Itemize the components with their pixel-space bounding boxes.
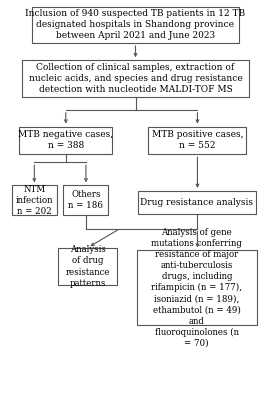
FancyBboxPatch shape [137, 250, 257, 325]
Text: Others
n = 186: Others n = 186 [68, 190, 103, 210]
Text: NTM
infection
n = 202: NTM infection n = 202 [15, 184, 53, 216]
FancyBboxPatch shape [58, 248, 117, 286]
Text: MTB positive cases,
n = 552: MTB positive cases, n = 552 [152, 130, 243, 150]
FancyBboxPatch shape [63, 185, 108, 215]
FancyBboxPatch shape [12, 185, 57, 215]
FancyBboxPatch shape [149, 126, 247, 154]
Text: Analysis of gene
mutations conferring
resistance of major
anti-tuberculosis
drug: Analysis of gene mutations conferring re… [151, 228, 242, 348]
FancyBboxPatch shape [19, 126, 112, 154]
FancyBboxPatch shape [32, 6, 239, 43]
FancyBboxPatch shape [138, 191, 256, 214]
Text: Collection of clinical samples, extraction of
nucleic acids, and species and dru: Collection of clinical samples, extracti… [29, 63, 242, 94]
Text: Drug resistance analysis: Drug resistance analysis [140, 198, 253, 207]
Text: MTB negative cases,
n = 388: MTB negative cases, n = 388 [18, 130, 113, 150]
Text: Analysis
of drug
resistance
patterns: Analysis of drug resistance patterns [66, 245, 110, 288]
FancyBboxPatch shape [22, 60, 249, 97]
Text: Inclusion of 940 suspected TB patients in 12 TB
designated hospitals in Shandong: Inclusion of 940 suspected TB patients i… [25, 9, 246, 40]
